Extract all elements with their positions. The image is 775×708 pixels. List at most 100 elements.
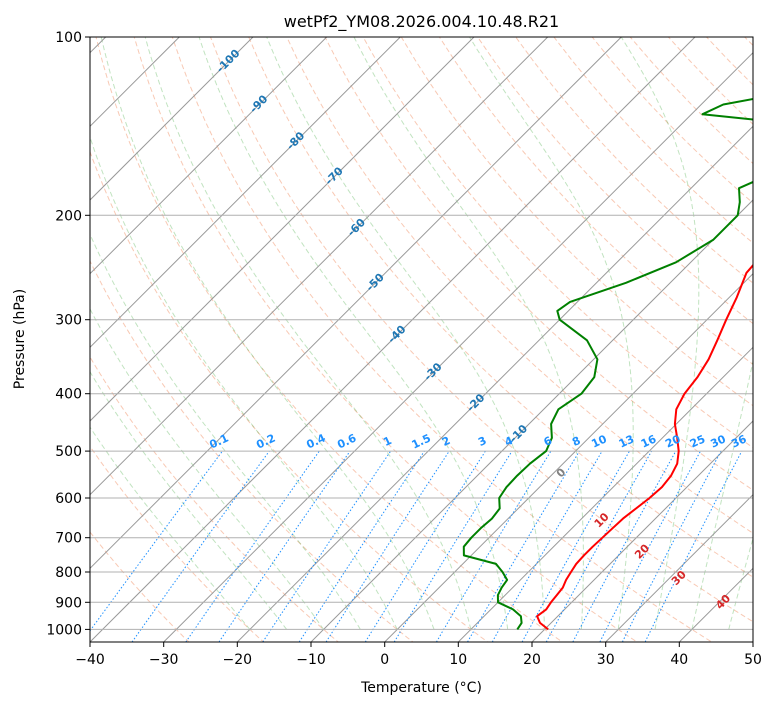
x-tick-label: 10: [449, 652, 467, 668]
moist-adiabat-label: 30: [669, 568, 689, 588]
line-labels: -100-90-80-70-60-50-40-30-20-100.1 0.2 0.4…: [207, 47, 748, 612]
dry-adiabat-line: [756, 10, 775, 654]
y-tick-label: 1000: [46, 622, 82, 638]
mixing-ratio-line: [262, 450, 392, 642]
moist-adiabat-line: [620, 37, 700, 630]
background-lines: [90, 10, 775, 654]
dry-adiabat-line: [90, 445, 265, 642]
x-tick-label: 0: [380, 652, 389, 668]
mixing-ratio-line: [435, 450, 552, 642]
isotherm-line: [90, 37, 696, 642]
mixing-ratio-line: [90, 450, 223, 632]
mixing-ratio-label: 36: [729, 432, 749, 450]
y-tick-label: 200: [55, 208, 82, 224]
mixing-ratio-line: [131, 450, 270, 642]
isotherm-line: [752, 641, 753, 642]
x-tick-label: 30: [597, 652, 615, 668]
isotherm-line: [90, 37, 254, 201]
dry-adiabat-line: [95, 37, 564, 642]
isotherm-line: [457, 346, 753, 642]
isotherm-line: [531, 420, 753, 642]
isotherm-line: [678, 567, 753, 642]
mixing-ratio-line: [298, 450, 425, 642]
moist-adiabat-line: [691, 358, 753, 630]
dry-adiabat-line: [705, 37, 753, 86]
mixing-ratio-line: [644, 450, 743, 642]
y-tick-label: 600: [55, 491, 82, 507]
y-tick-label: 500: [55, 444, 82, 460]
dry-adiabat-line: [286, 37, 753, 534]
mixing-ratio-label: 16: [639, 432, 659, 450]
mixing-ratio-label: 1.5: [410, 432, 433, 452]
y-axis: 1000 900 800 700 600 500 400 300 200 100: [46, 30, 90, 638]
x-tick-label: 50: [744, 652, 762, 668]
x-tick-label: −10: [296, 652, 326, 668]
moist-adiabat-line: [198, 37, 509, 630]
moist-adiabat-label: 40: [713, 592, 733, 612]
mixing-ratio-line: [325, 450, 450, 642]
moist-adiabat-line: [90, 135, 398, 630]
y-tick-label: 300: [55, 313, 82, 329]
x-axis: −40 −30 −20 −10 0 10 20 30 40 50: [75, 642, 762, 668]
isotherm-label: -30: [421, 360, 444, 383]
mixing-ratio-label: 0.1: [207, 432, 230, 452]
moist-adiabat-line: [90, 308, 324, 630]
dry-adiabat-line: [477, 37, 753, 325]
isotherm-line: [605, 493, 753, 642]
isotherm-line: [90, 37, 328, 275]
y-tick-label: 400: [55, 387, 82, 403]
x-tick-label: 20: [523, 652, 541, 668]
plot-frame: [89, 36, 754, 643]
isotherm-line: [90, 37, 622, 570]
y-tick-label: 900: [55, 595, 82, 611]
mixing-ratio-label: 0.2: [254, 432, 277, 452]
mixing-ratio-line: [545, 450, 653, 642]
dry-adiabat-line: [744, 37, 753, 47]
mixing-ratio-label: 0.6: [335, 431, 358, 451]
mixing-ratio-line: [185, 450, 320, 642]
mixing-ratio-line: [599, 450, 701, 642]
dry-adiabat-line: [90, 531, 190, 642]
mixing-ratio-label: 25: [688, 432, 707, 450]
x-axis-label: Temperature (°C): [360, 680, 482, 696]
mixing-ratio-line: [621, 450, 722, 642]
dry-adiabat-line: [209, 37, 753, 623]
mixing-ratio-label: 30: [709, 432, 729, 450]
moist-adiabat-line: [90, 426, 251, 630]
moist-adiabat-line: [266, 37, 546, 630]
isotherm-line: [90, 37, 401, 349]
x-tick-label: −30: [149, 652, 179, 668]
chart-title: wetPf2_YM08.2026.004.10.48.R21: [284, 12, 559, 32]
mixing-ratio-label: 20: [663, 432, 683, 450]
series-lines: [462, 97, 753, 631]
dry-adiabat-line: [629, 37, 753, 165]
x-tick-label: 40: [670, 652, 688, 668]
isotherm-line: [90, 37, 549, 496]
moist-adiabat-label: 20: [632, 541, 652, 561]
mixing-ratio-line: [521, 450, 630, 642]
dry-adiabat-line: [90, 150, 489, 642]
moist-adiabat-line: [468, 37, 634, 630]
dry-adiabat-line: [400, 37, 753, 407]
dry-adiabat-line: [515, 37, 753, 284]
isotherm-line: [163, 51, 753, 642]
isotherm-line: [310, 199, 753, 642]
isotherm-line: [236, 125, 753, 642]
mixing-ratio-label: 13: [617, 432, 636, 450]
sounding-line-1: [536, 263, 753, 631]
dry-adiabat-line: [90, 356, 339, 642]
mixing-ratio-label: 2: [440, 434, 452, 449]
dry-adiabat-line: [90, 259, 414, 642]
dry-adiabat-line: [248, 37, 753, 578]
moist-adiabat-line: [90, 370, 288, 630]
mixing-ratio-label: 10: [589, 432, 609, 450]
mixing-ratio-line: [364, 450, 486, 642]
moist-adiabat-line: [90, 232, 361, 630]
dry-adiabat-line: [171, 37, 713, 642]
y-tick-label: 700: [55, 531, 82, 547]
x-tick-label: −40: [75, 652, 105, 668]
mixing-ratio-label: 3: [476, 434, 488, 449]
dry-adiabat-line: [133, 37, 638, 642]
sounding-line-2: [462, 97, 753, 630]
